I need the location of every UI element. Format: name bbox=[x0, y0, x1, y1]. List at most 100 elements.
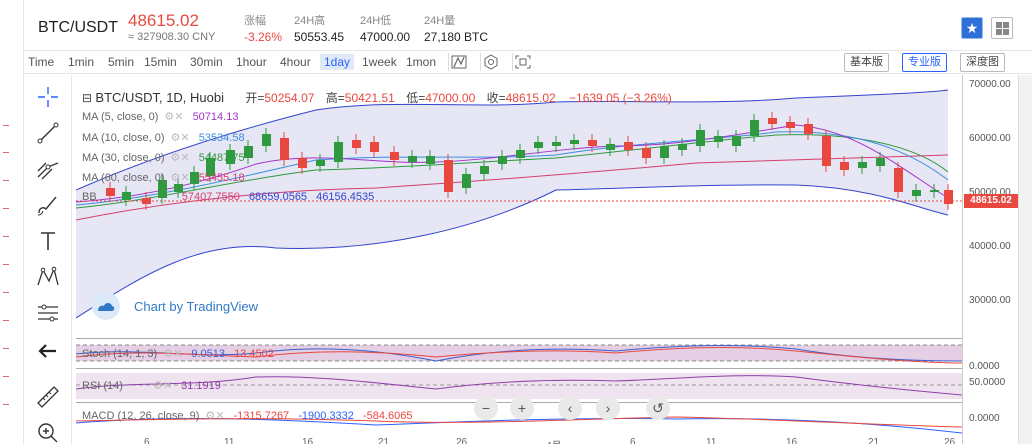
candle-body bbox=[876, 158, 885, 166]
legend-change: −1639.05 (−3.26%) bbox=[569, 91, 672, 105]
candle-body bbox=[894, 168, 903, 192]
stoch-axis-label: 0.0000 bbox=[969, 361, 1000, 372]
candle-body bbox=[660, 146, 669, 158]
brush-icon[interactable] bbox=[34, 191, 62, 219]
measure-icon[interactable] bbox=[34, 299, 62, 327]
interval-1mon[interactable]: 1mon bbox=[406, 55, 437, 69]
interval-toolbar: Time 1min 5min 15min 30min 1hour 4hour 1… bbox=[24, 50, 1032, 74]
bb-name: BB bbox=[82, 191, 97, 203]
candle-body bbox=[588, 140, 597, 146]
indicator-ma60[interactable]: MA (60, close, 0) ⚙✕ 55455.18 bbox=[82, 171, 251, 184]
screenshot-icon[interactable] bbox=[512, 53, 532, 71]
candle-body bbox=[298, 158, 307, 168]
candle-body bbox=[534, 142, 543, 148]
ma5-value: 50714.13 bbox=[192, 111, 239, 123]
interval-1day[interactable]: 1day bbox=[320, 54, 355, 70]
pair-title: BTC/USDT bbox=[38, 19, 118, 36]
pitchfork-icon[interactable] bbox=[34, 155, 62, 183]
zoom-in-button[interactable]: + bbox=[510, 396, 534, 420]
legend-close-key: 收= bbox=[486, 91, 506, 105]
candle-body bbox=[408, 156, 417, 162]
candle-body bbox=[678, 144, 687, 150]
chart-legend: ⊟ BTC/USDT, 1D, Huobi 开=50254.07 高=50421… bbox=[82, 89, 672, 106]
rsi-pane[interactable]: RSI (14) ⚙✕ 31.1919 bbox=[75, 368, 963, 402]
stat-label-high: 24H高 bbox=[294, 15, 326, 27]
pattern-icon[interactable] bbox=[34, 263, 62, 291]
candle-body bbox=[750, 120, 759, 136]
legend-open-key: 开= bbox=[245, 91, 265, 105]
mode-basic-button[interactable]: 基本版 bbox=[844, 53, 889, 72]
scroll-right-button[interactable]: › bbox=[596, 396, 620, 420]
market-header: BTC/USDT 48615.02 ≈ 327908.30 CNY 涨幅 -3.… bbox=[24, 0, 1032, 50]
favorite-star-button[interactable]: ★ bbox=[961, 17, 983, 39]
ma60-name: MA (60, close, 0) bbox=[82, 172, 165, 184]
candle-body bbox=[768, 118, 777, 124]
ma60-settings-icon[interactable]: ⚙✕ bbox=[170, 172, 190, 184]
interval-1min[interactable]: 1min bbox=[68, 55, 95, 69]
interval-5min[interactable]: 5min bbox=[108, 55, 135, 69]
reset-chart-button[interactable]: ↺ bbox=[646, 396, 670, 420]
interval-30min[interactable]: 30min bbox=[190, 55, 223, 69]
cny-price: ≈ 327908.30 CNY bbox=[128, 31, 216, 43]
tradingview-watermark[interactable]: Chart by TradingView bbox=[134, 299, 259, 314]
axis-label: 70000.00 bbox=[969, 79, 1011, 90]
zoom-out-button[interactable]: − bbox=[474, 396, 498, 420]
candle-body bbox=[444, 160, 453, 192]
indicator-icon[interactable] bbox=[448, 53, 468, 71]
tradingview-logo-icon[interactable] bbox=[92, 292, 120, 320]
rsi-settings-icon[interactable]: ⚙✕ bbox=[152, 380, 173, 392]
candle-body bbox=[106, 188, 115, 196]
chart-area[interactable]: ⊟ BTC/USDT, 1D, Huobi 开=50254.07 高=50421… bbox=[75, 80, 963, 444]
collapse-legend-icon[interactable]: ⊟ bbox=[82, 91, 93, 105]
scroll-left-button[interactable]: ‹ bbox=[558, 396, 582, 420]
ma30-settings-icon[interactable]: ⚙✕ bbox=[170, 152, 190, 164]
stat-label-low: 24H低 bbox=[360, 15, 392, 27]
stoch-settings-icon[interactable]: ⚙✕ bbox=[163, 348, 183, 360]
macd-settings-icon[interactable]: ⚙✕ bbox=[205, 410, 225, 422]
time-tick: 16 bbox=[302, 437, 314, 444]
candle-body bbox=[158, 180, 167, 198]
settings-gear-icon[interactable] bbox=[480, 53, 500, 71]
ruler-icon[interactable] bbox=[34, 383, 62, 411]
bb-basis-value: 57407.7550 bbox=[181, 191, 240, 203]
interval-1hour[interactable]: 1hour bbox=[236, 55, 267, 69]
interval-1week[interactable]: 1week bbox=[362, 55, 397, 69]
candle-body bbox=[642, 148, 651, 158]
price-chart-svg[interactable] bbox=[75, 80, 962, 444]
ma10-settings-icon[interactable]: ⚙✕ bbox=[170, 132, 190, 144]
mode-depth-button[interactable]: 深度图 bbox=[960, 53, 1005, 72]
crosshair-icon[interactable] bbox=[34, 83, 62, 111]
trendline-icon[interactable] bbox=[34, 119, 62, 147]
vertical-scrollbar[interactable] bbox=[1018, 75, 1032, 444]
time-tick: 11 bbox=[224, 437, 235, 444]
indicator-bb[interactable]: BB 57407.7550 68659.0565 46156.4535 bbox=[82, 191, 380, 203]
indicator-ma10[interactable]: MA (10, close, 0) ⚙✕ 53534.58 bbox=[82, 131, 251, 144]
candle-body bbox=[280, 138, 289, 160]
indicator-ma30[interactable]: MA (30, close, 0) ⚙✕ 54487.75 bbox=[82, 151, 251, 164]
bb-lower-value: 46156.4535 bbox=[316, 191, 375, 203]
candle-body bbox=[624, 142, 633, 150]
zoom-icon[interactable] bbox=[34, 419, 62, 444]
interval-4hour[interactable]: 4hour bbox=[280, 55, 311, 69]
time-tick: 26 bbox=[944, 437, 956, 444]
ma5-settings-icon[interactable]: ⚙✕ bbox=[164, 111, 184, 123]
interval-time[interactable]: Time bbox=[28, 55, 55, 69]
macd-line-value: -1900.3332 bbox=[298, 410, 354, 422]
price-axis[interactable]: 70000.00 60000.00 50000.00 40000.00 3000… bbox=[962, 75, 1018, 444]
time-tick: 21 bbox=[378, 437, 390, 444]
candle-body bbox=[840, 162, 849, 170]
mode-pro-button[interactable]: 专业版 bbox=[902, 53, 947, 72]
indicator-ma5[interactable]: MA (5, close, 0) ⚙✕ 50714.13 bbox=[82, 110, 244, 123]
candle-body bbox=[174, 184, 183, 192]
back-arrow-icon[interactable] bbox=[34, 337, 62, 365]
stoch-k-value: 9.0513 bbox=[191, 348, 226, 360]
legend-low-value: 47000.00 bbox=[425, 91, 476, 105]
stoch-pane[interactable]: Stoch (14, 1, 3) ⚙✕ 9.0513 13.4502 bbox=[75, 338, 963, 368]
interval-15min[interactable]: 15min bbox=[144, 55, 177, 69]
layout-grid-button[interactable] bbox=[991, 17, 1013, 39]
candle-body bbox=[858, 162, 867, 168]
rsi-name: RSI (14) bbox=[82, 380, 123, 392]
candle-body bbox=[786, 122, 795, 128]
text-icon[interactable] bbox=[34, 227, 62, 255]
